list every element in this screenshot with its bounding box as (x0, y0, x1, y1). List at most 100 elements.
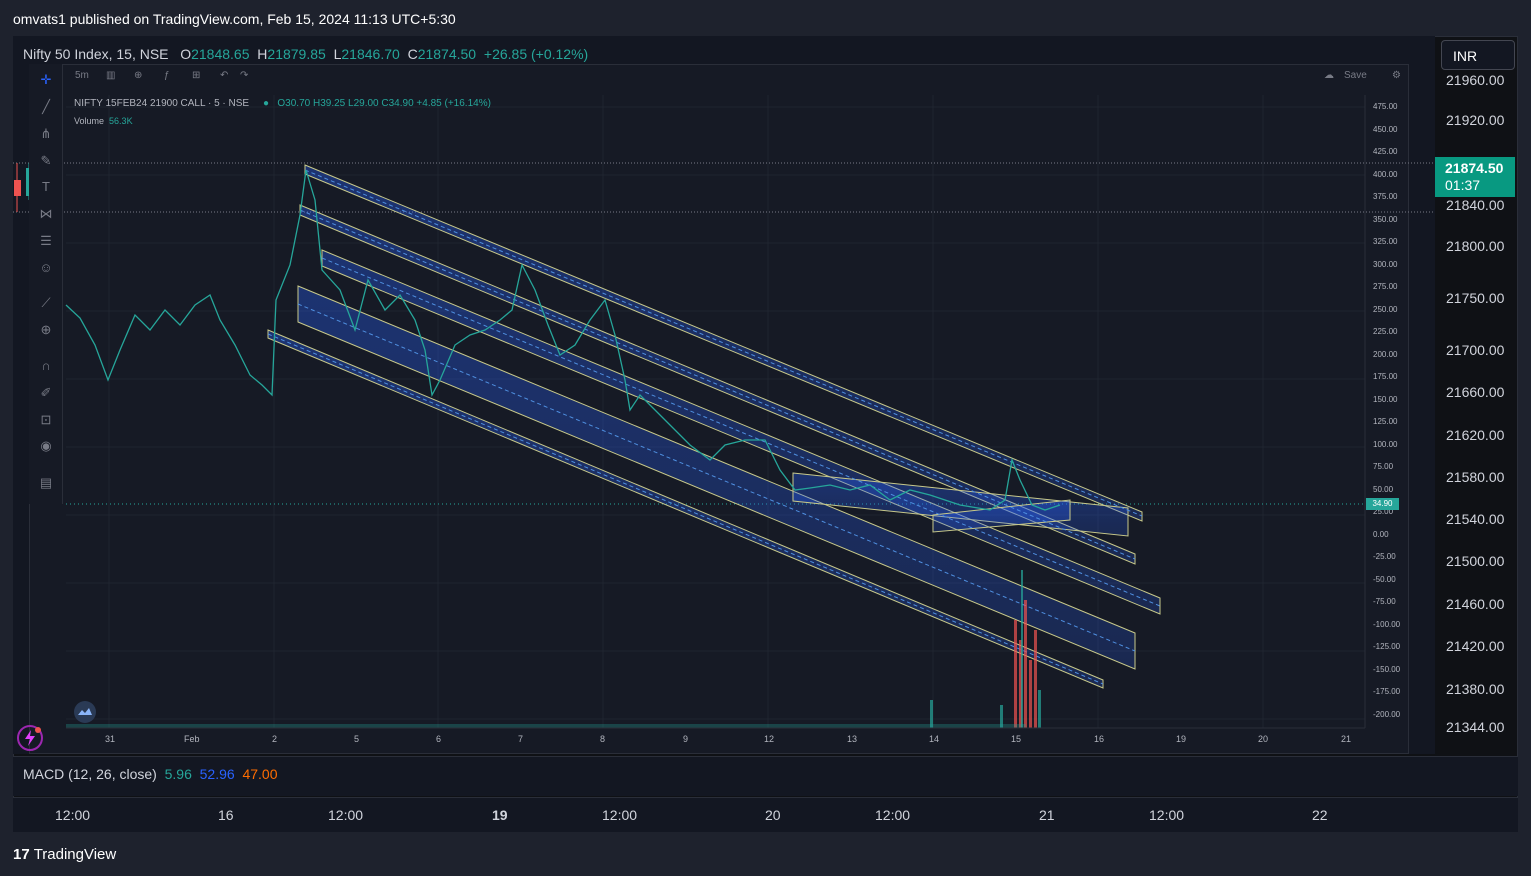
price-tick: 21750.00 (1446, 290, 1505, 306)
macd-line-value: 52.96 (199, 766, 235, 782)
eye-icon[interactable]: ◉ (40, 438, 52, 453)
macd-legend[interactable]: MACD (12, 26, close) 5.96 52.96 47.00 (23, 766, 278, 782)
price-tick: 21500.00 (1446, 553, 1505, 569)
fib-icon[interactable]: ⋔ (40, 126, 52, 141)
embed-axis-tick: 300.00 (1373, 259, 1398, 269)
embed-legend: NIFTY 15FEB24 21900 CALL · 5 · NSE ● O30… (74, 98, 491, 109)
pattern-icon[interactable]: ⋈ (39, 206, 53, 221)
embed-axis-tick: 50.00 (1373, 484, 1394, 494)
cloud-icon: ☁ (1324, 70, 1334, 81)
embed-date-tick: 14 (929, 734, 940, 744)
embed-axis-tick: 225.00 (1373, 327, 1398, 336)
trend-line-icon[interactable]: ╱ (42, 99, 50, 114)
embed-date-tick: 7 (518, 734, 524, 744)
embed-date-tick: 16 (1094, 734, 1105, 744)
time-tick: 12:00 (55, 807, 91, 823)
time-tick: 19 (492, 807, 508, 823)
macd-hist-value: 5.96 (164, 766, 192, 782)
chart-type-icon[interactable]: ▥ (106, 70, 116, 81)
embed-date-tick: 21 (1341, 734, 1352, 744)
low-value: 21846.70 (341, 46, 400, 62)
time-tick: 22 (1312, 807, 1328, 823)
last-price-tag: 21874.50 01:37 (1435, 157, 1515, 197)
price-axis[interactable]: 21960.00 21920.00 21840.00 21800.00 2175… (1435, 72, 1518, 754)
price-tick: 21540.00 (1446, 511, 1505, 527)
magnet-icon[interactable]: ∩ (41, 358, 51, 373)
ruler-icon[interactable]: ⟋ (41, 295, 51, 310)
currency-button[interactable]: INR (1441, 40, 1515, 70)
emoji-icon[interactable]: ☺ (39, 260, 53, 275)
publish-info: omvats1 published on TradingView.com, Fe… (13, 11, 456, 27)
time-tick: 20 (765, 807, 781, 823)
embed-axis-tick: 75.00 (1373, 462, 1394, 471)
indicators-icon[interactable]: ƒ (164, 70, 170, 81)
time-tick: 12:00 (328, 807, 364, 823)
embed-change: +4.85 (+16.14%) (416, 98, 491, 109)
embed-axis-tick: 325.00 (1373, 237, 1398, 246)
price-tick: 21660.00 (1446, 384, 1505, 400)
embed-axis-tick: -125.00 (1373, 642, 1401, 651)
settings-gear-icon[interactable]: ⚙ (1392, 70, 1401, 81)
embed-axis-tick: 100.00 (1373, 439, 1398, 449)
embed-brand-icon (17, 725, 43, 751)
embed-volume-legend: Volume 56.3K (74, 116, 133, 126)
symbol-name[interactable]: Nifty 50 Index, 15, NSE (23, 46, 169, 62)
embed-date-tick: 2 (272, 734, 278, 744)
embed-axis-tick: -150.00 (1373, 664, 1401, 674)
drawing-toolbar: ✛ ╱ ⋔ ✎ T ⋈ ☰ ☺ ⟋ ⊕ ∩ ✐ ⊡ ◉ ▤ (29, 64, 63, 504)
embed-high: H39.25 (312, 98, 346, 109)
interval-button[interactable]: 5m (75, 70, 89, 81)
save-button[interactable]: Save (1344, 70, 1367, 81)
redo-icon[interactable]: ↷ (240, 70, 249, 81)
embed-axis-tick: -50.00 (1373, 574, 1396, 584)
time-tick: 16 (218, 807, 234, 823)
embed-last-price-tag: 34.90 (1366, 498, 1399, 510)
embed-open: O30.70 (277, 98, 311, 109)
templates-icon[interactable]: ⊞ (192, 70, 201, 81)
measure-icon[interactable]: ☰ (40, 233, 52, 248)
tradingview-logo-icon: 17 (13, 846, 30, 863)
embed-date-tick: 15 (1011, 734, 1022, 744)
close-value: 21874.50 (417, 46, 477, 62)
price-tick: 21840.00 (1446, 197, 1505, 213)
text-icon[interactable]: T (42, 179, 50, 194)
macd-pane[interactable] (13, 756, 1518, 796)
embed-date-tick: 19 (1176, 734, 1187, 744)
low-label: L (333, 46, 342, 62)
embed-axis-tick: 475.00 (1373, 102, 1398, 111)
embed-axis-tick: 375.00 (1373, 192, 1398, 201)
embed-date-tick: 13 (847, 734, 858, 744)
embed-date-tick: 20 (1258, 734, 1269, 744)
lock-icon[interactable]: ⊡ (40, 412, 52, 427)
embed-axis-tick: 200.00 (1373, 349, 1398, 359)
embed-axis-tick: 125.00 (1373, 417, 1398, 426)
embedded-chart (29, 64, 1409, 754)
embed-axis-tick: -200.00 (1373, 709, 1401, 719)
price-tick: 21700.00 (1446, 342, 1505, 358)
price-tick: 21344.00 (1446, 719, 1505, 735)
embed-date-tick: 12 (764, 734, 775, 744)
trash-icon[interactable]: ▤ (39, 475, 53, 490)
undo-icon[interactable]: ↶ (220, 70, 229, 81)
open-label: O (180, 46, 192, 62)
change-value: +26.85 (+0.12%) (483, 46, 589, 62)
embed-axis-tick: -75.00 (1373, 597, 1396, 606)
zoom-icon[interactable]: ⊕ (40, 322, 52, 337)
time-tick: 12:00 (602, 807, 638, 823)
brand[interactable]: 17 TradingView (13, 846, 116, 863)
lock-drawing-icon[interactable]: ✐ (40, 385, 52, 400)
embed-axis-tick: 450.00 (1373, 124, 1398, 134)
crosshair-icon[interactable]: ✛ (40, 72, 52, 87)
brand-name: TradingView (33, 846, 117, 863)
price-tick: 21620.00 (1446, 427, 1505, 443)
high-value: 21879.85 (267, 46, 326, 62)
embed-axis-tick: 175.00 (1373, 372, 1398, 381)
add-symbol-icon[interactable]: ⊕ (134, 70, 143, 81)
brush-icon[interactable]: ✎ (40, 153, 52, 168)
embed-date-tick: 9 (683, 734, 689, 744)
publish-bar: omvats1 published on TradingView.com, Fe… (0, 0, 1531, 36)
symbol-legend[interactable]: Nifty 50 Index, 15, NSE O21848.65 H21879… (23, 46, 588, 62)
time-tick: 21 (1039, 807, 1055, 823)
price-tick: 21920.00 (1446, 112, 1505, 128)
time-axis[interactable] (13, 797, 1518, 832)
